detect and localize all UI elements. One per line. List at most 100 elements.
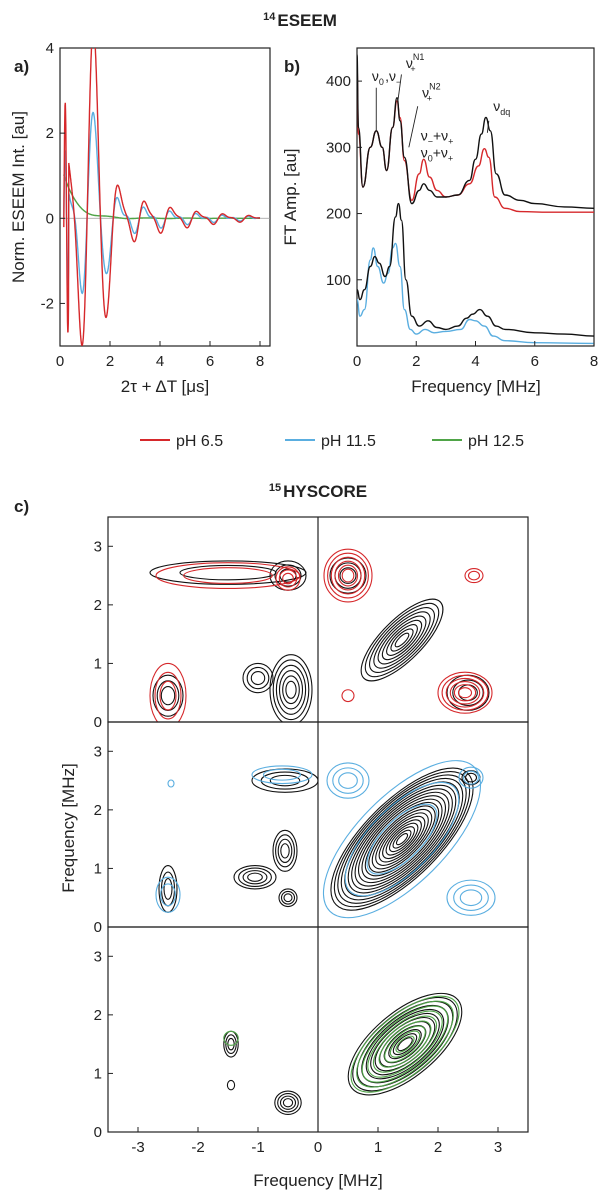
hyscore-contour-ph-6-5 [154, 671, 182, 720]
hyscore-contour-reference [152, 674, 184, 717]
hyscore-contour-reference [278, 670, 304, 710]
hyscore-contour-reference [227, 1037, 235, 1051]
hyscore-contour-reference [370, 1013, 440, 1076]
panel-b-ytick-label: 200 [326, 206, 351, 223]
hyscore-contour-reference [386, 624, 418, 656]
hyscore-contour-reference [392, 829, 412, 849]
hyscore-row-ph-6-5 [107, 516, 529, 723]
panel-b-xtick-label: 6 [531, 353, 539, 370]
hyscore-contour-reference [238, 867, 272, 887]
hyscore-contour-ph-6-5 [282, 572, 294, 585]
panel-a-series [63, 48, 261, 346]
panel-c-ytick-label: 1 [94, 655, 102, 672]
hyscore-contour-ph-6-5 [334, 560, 362, 591]
hyscore-contour-ph-12-5 [356, 1000, 454, 1088]
hyscore-contour-ph-6-5 [457, 687, 473, 699]
hyscore-contour-ph-12-5 [395, 1035, 415, 1053]
hyscore-contour-ph-6-5 [445, 677, 485, 708]
hyscore-contour-reference [347, 784, 457, 894]
panel-c-xtick-label: -1 [251, 1139, 264, 1156]
panel-b-ylabel: FT Amp. [au] [281, 148, 300, 245]
hyscore-contour-reference [344, 781, 460, 897]
hyscore-contour-ph-12-5 [384, 1025, 426, 1063]
panel-b-y-ticks: 100 200 300 400 [326, 73, 362, 289]
panel-c-xtick-label: 2 [434, 1139, 442, 1156]
panel-b-ytick-label: 300 [326, 139, 351, 156]
hyscore-contour-reference [388, 1029, 422, 1060]
panel-b-frame [356, 47, 595, 347]
panel-b-annotation: ν0 [372, 68, 384, 87]
hyscore-contour-ph-11-5 [251, 765, 313, 785]
hyscore-contour-reference [361, 798, 443, 880]
panel-b-xtick-label: 8 [590, 353, 598, 370]
hyscore-contour-ph-6-5 [159, 680, 177, 711]
panel-a-label: a) [14, 57, 29, 76]
hyscore-contour-reference [375, 812, 429, 866]
legend: pH 6.5 pH 11.5 pH 12.5 [140, 433, 524, 450]
hyscore-contour-ph-6-5 [327, 552, 369, 599]
hyscore-contour-ph-6-5 [323, 548, 373, 603]
panel-c-ytick-label: 0 [94, 1124, 102, 1141]
hyscore-row-contours [155, 760, 496, 919]
hyscore-contour-reference [397, 1037, 413, 1052]
hyscore-contour-reference [330, 767, 474, 911]
panel-b-xlabel: Frequency [MHz] [411, 377, 540, 396]
hyscore-contour-reference [357, 795, 447, 884]
hyscore-contour-ph-11-5 [322, 760, 482, 919]
panel-b-xtick-label: 2 [412, 353, 420, 370]
hyscore-contour-reference [382, 819, 422, 860]
hyscore-contour-ph-11-5 [463, 770, 479, 785]
panel-b-annotations: ν0 ,ν− νN1 + νN2 + ν−+ν+ν0+ν+ νdq [372, 52, 510, 163]
legend-label-ph-11-5: pH 11.5 [321, 433, 376, 450]
panel-a-y-ticks: -2 0 2 4 [41, 40, 65, 312]
hyscore-contour-ph-12-5 [361, 1005, 449, 1083]
hyscore-contour-reference [351, 788, 453, 891]
panel-a-xtick-label: 0 [56, 353, 64, 370]
hyscore-contour-ph-11-5 [338, 772, 358, 789]
panel-a-series-ph-12-5 [63, 174, 260, 220]
hyscore-contour-ph-11-5 [344, 781, 460, 897]
hyscore-contour-ph-11-5 [155, 876, 181, 913]
panel-a-x-ticks: 0 2 4 6 8 [56, 341, 264, 370]
panel-c-y-ticks: 0 1 2 3 0 1 2 3 0 1 2 3 [94, 538, 113, 1141]
panel-b-annotation-pointer [486, 120, 490, 133]
hyscore-contour-ph-6-5 [464, 568, 484, 584]
hyscore-contour-reference [360, 598, 444, 682]
hyscore-contour-reference [458, 684, 478, 702]
hyscore-title-text: HYSCORE [283, 482, 367, 501]
panel-c-ytick-label: 3 [94, 948, 102, 965]
panel-b-annotation: ,ν− [385, 68, 401, 87]
panel-b-annotation: ν0+ν+ [421, 144, 453, 163]
hyscore-contour-ph-12-5 [367, 1010, 443, 1078]
hyscore-contour-ph-6-5 [330, 556, 366, 595]
panel-a-xtick-label: 8 [256, 353, 264, 370]
hyscore-contour-reference [272, 659, 310, 721]
hyscore-contour-reference [269, 774, 301, 787]
panel-b-annotation: ν−+ν+ [421, 128, 454, 147]
eseem-title-sup: 14 [263, 11, 276, 23]
hyscore-contour-reference [378, 815, 426, 863]
hyscore-contour-reference [381, 619, 423, 661]
panel-a-ytick-label: 2 [46, 125, 54, 142]
hyscore-contour-ph-6-5 [278, 569, 298, 588]
hyscore-contour-reference [390, 628, 414, 652]
hyscore-contour-ph-6-5 [149, 662, 187, 722]
hyscore-contour-reference [285, 680, 297, 699]
hyscore-contour-reference [368, 805, 436, 873]
panel-c-xtick-label: 0 [314, 1139, 322, 1156]
panel-a-ytick-label: -2 [41, 295, 54, 312]
hyscore-contour-reference [333, 770, 471, 908]
hyscore-contour-reference [388, 826, 416, 853]
eseem-title-text: ESEEM [277, 11, 337, 30]
hyscore-contour-reference [354, 791, 450, 887]
panel-c-ylabel: Frequency [MHz] [59, 763, 78, 892]
hyscore-row-contours [223, 992, 463, 1115]
panel-a-xlabel: 2τ + ΔT [μs] [121, 377, 210, 396]
hyscore-contour-ph-6-5 [275, 566, 301, 591]
panel-c-xtick-label: -3 [131, 1139, 144, 1156]
hyscore-contour-reference [365, 1008, 445, 1080]
hyscore-contour-reference [352, 996, 458, 1092]
hyscore-contour-reference [280, 890, 296, 905]
panel-b-xtick-label: 4 [471, 353, 479, 370]
